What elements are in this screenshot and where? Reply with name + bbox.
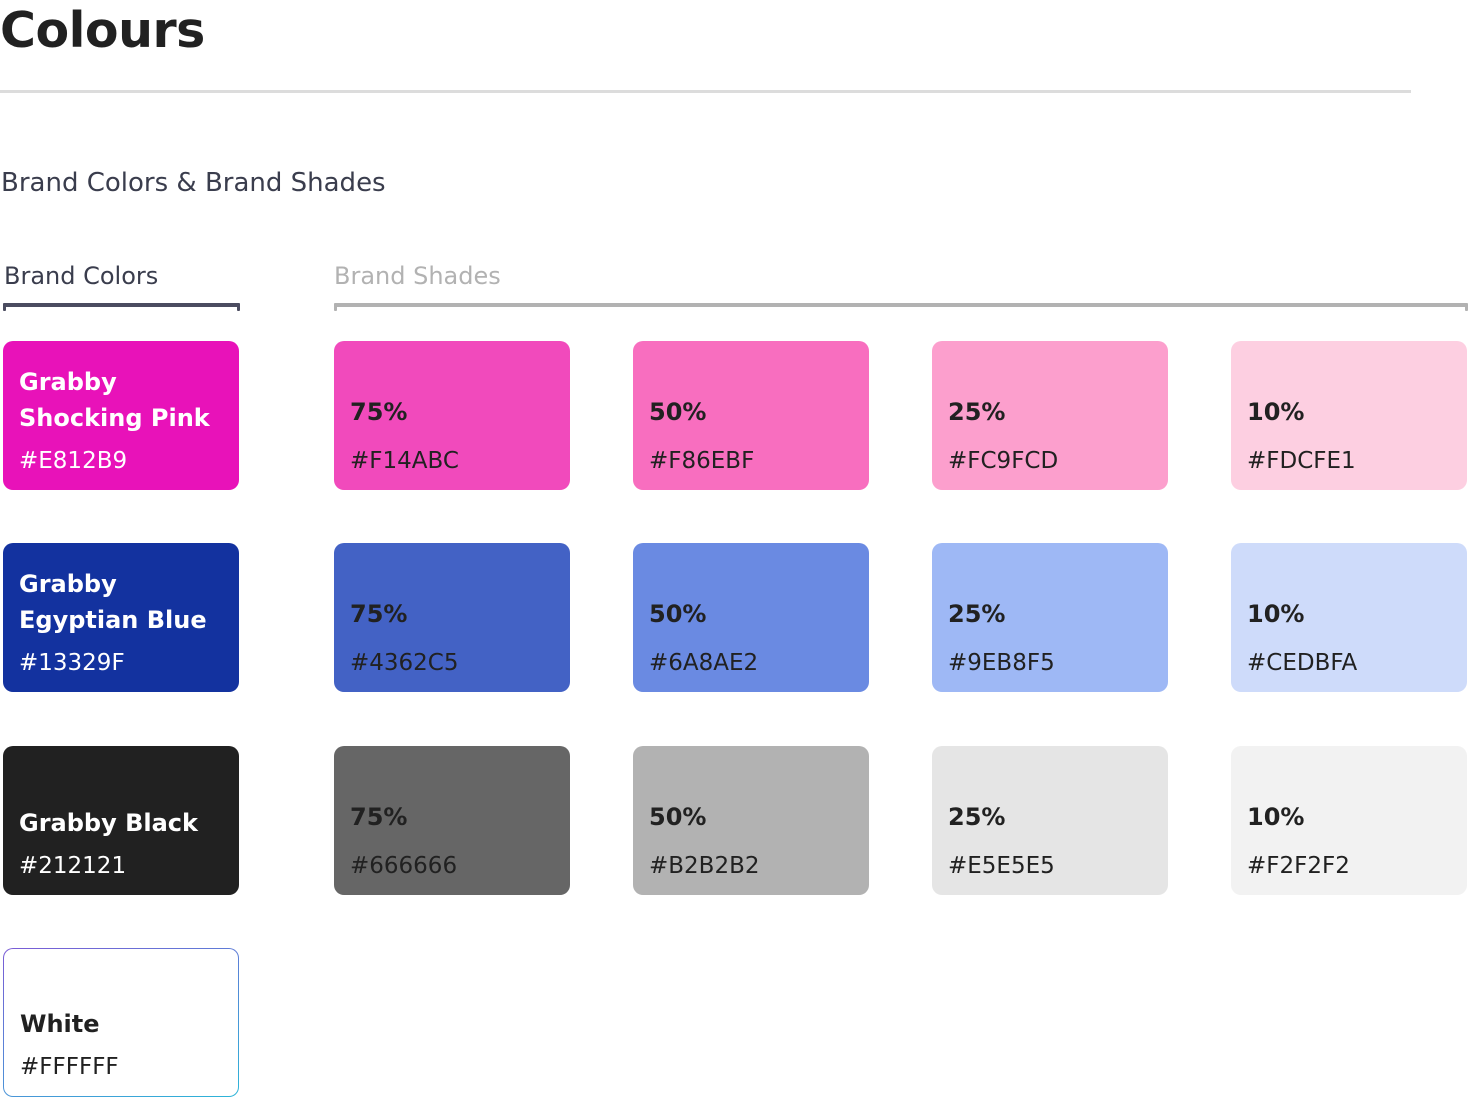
shade-card-blue-10[interactable]: 10% #CEDBFA: [1231, 543, 1467, 692]
shade-hex: #6A8AE2: [649, 650, 759, 676]
shade-card-grey-10[interactable]: 10% #F2F2F2: [1231, 746, 1467, 895]
shade-percent: 75%: [350, 600, 408, 628]
shade-hex: #FC9FCD: [948, 448, 1059, 474]
brand-colors-rule: [3, 303, 240, 311]
shade-card-grey-25[interactable]: 25% #E5E5E5: [932, 746, 1168, 895]
brand-shades-label: Brand Shades: [334, 262, 501, 290]
brand-color-hex: #212121: [19, 853, 127, 879]
shade-hex: #4362C5: [350, 650, 459, 676]
shade-hex: #F86EBF: [649, 448, 755, 474]
brand-color-name: Grabby Black: [19, 809, 198, 837]
shade-percent: 50%: [649, 803, 707, 831]
shade-card-pink-25[interactable]: 25% #FC9FCD: [932, 341, 1168, 490]
brand-shades-rule: [334, 303, 1468, 311]
shade-hex: #F2F2F2: [1247, 853, 1350, 879]
shade-percent: 50%: [649, 600, 707, 628]
brand-color-card-egyptian-blue[interactable]: Grabby Egyptian Blue #13329F: [3, 543, 239, 692]
shade-percent: 25%: [948, 803, 1006, 831]
shade-card-blue-75[interactable]: 75% #4362C5: [334, 543, 570, 692]
shade-hex: #CEDBFA: [1247, 650, 1358, 676]
brand-color-card-shocking-pink[interactable]: Grabby Shocking Pink #E812B9: [3, 341, 239, 490]
shade-percent: 10%: [1247, 398, 1305, 426]
title-divider: [0, 90, 1411, 93]
brand-color-card-white[interactable]: White #FFFFFF: [3, 948, 239, 1097]
brand-color-hex: #FFFFFF: [20, 1054, 119, 1080]
brand-color-name: White: [20, 1010, 100, 1038]
shade-card-pink-50[interactable]: 50% #F86EBF: [633, 341, 869, 490]
brand-color-hex: #E812B9: [19, 448, 128, 474]
shade-hex: #666666: [350, 853, 458, 879]
shade-percent: 25%: [948, 398, 1006, 426]
shade-hex: #F14ABC: [350, 448, 459, 474]
section-heading: Brand Colors & Brand Shades: [1, 168, 386, 198]
shade-percent: 75%: [350, 398, 408, 426]
shade-percent: 10%: [1247, 803, 1305, 831]
shade-percent: 10%: [1247, 600, 1305, 628]
shade-hex: #9EB8F5: [948, 650, 1055, 676]
shade-card-blue-50[interactable]: 50% #6A8AE2: [633, 543, 869, 692]
brand-color-name: Grabby Shocking Pink: [19, 368, 210, 432]
shade-card-grey-50[interactable]: 50% #B2B2B2: [633, 746, 869, 895]
brand-color-name: Grabby Egyptian Blue: [19, 570, 207, 634]
shade-hex: #E5E5E5: [948, 853, 1055, 879]
shade-card-blue-25[interactable]: 25% #9EB8F5: [932, 543, 1168, 692]
shade-hex: #FDCFE1: [1247, 448, 1356, 474]
page-title: Colours: [0, 2, 205, 59]
shade-hex: #B2B2B2: [649, 853, 760, 879]
shade-card-pink-10[interactable]: 10% #FDCFE1: [1231, 341, 1467, 490]
brand-color-hex: #13329F: [19, 650, 125, 676]
shade-percent: 25%: [948, 600, 1006, 628]
shade-percent: 50%: [649, 398, 707, 426]
brand-color-card-black[interactable]: Grabby Black #212121: [3, 746, 239, 895]
shade-percent: 75%: [350, 803, 408, 831]
shade-card-grey-75[interactable]: 75% #666666: [334, 746, 570, 895]
shade-card-pink-75[interactable]: 75% #F14ABC: [334, 341, 570, 490]
brand-colors-label: Brand Colors: [4, 262, 159, 290]
